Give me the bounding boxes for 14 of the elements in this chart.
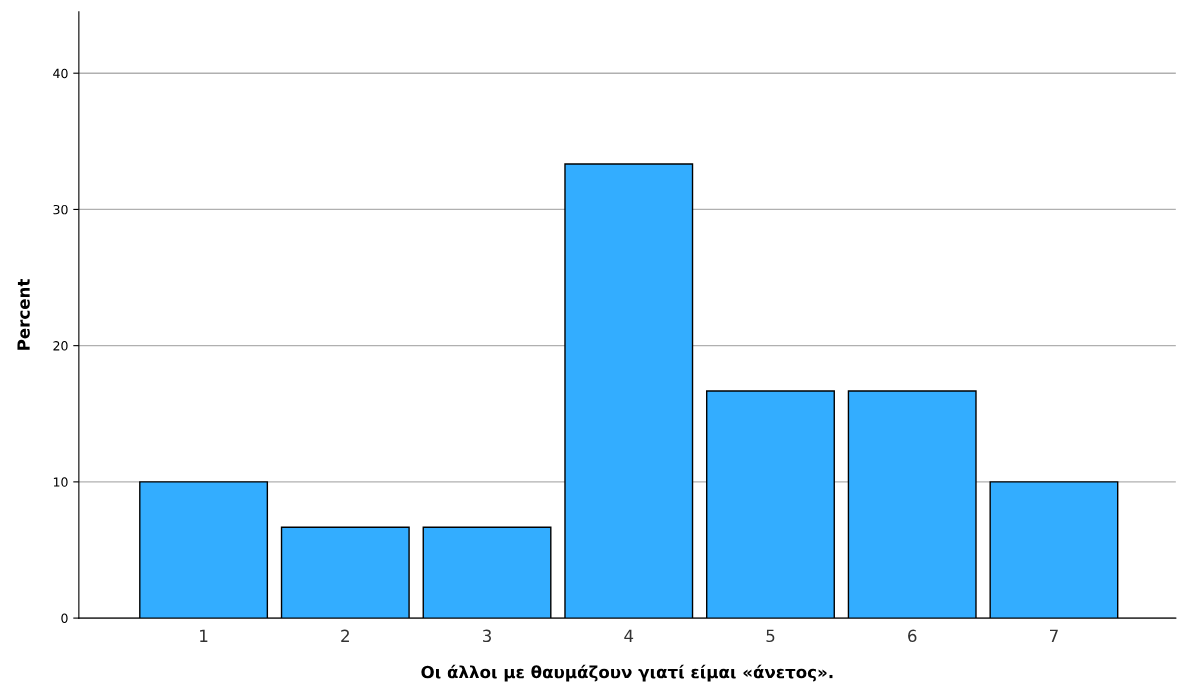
- x-tick-label: 5: [766, 629, 775, 643]
- y-axis-title: Percent: [17, 279, 30, 350]
- x-tick-label: 1: [200, 629, 208, 642]
- y-tick-label: 20: [53, 341, 68, 351]
- x-tick-label: 4: [624, 629, 634, 642]
- x-tick-label: 3: [483, 629, 491, 643]
- x-axis-title: Οι άλλοι με θαυμάζουν γιατί είμαι «άνετος».: [421, 664, 833, 682]
- y-tick-label: 10: [53, 477, 68, 487]
- x-tick-label: 7: [1050, 629, 1058, 642]
- x-tick-label: 6: [908, 629, 917, 643]
- y-tick-label: 30: [53, 204, 68, 215]
- y-tick-label: 0: [61, 613, 68, 624]
- x-tick-label: 2: [341, 629, 349, 642]
- y-tick-label: 40: [53, 68, 68, 79]
